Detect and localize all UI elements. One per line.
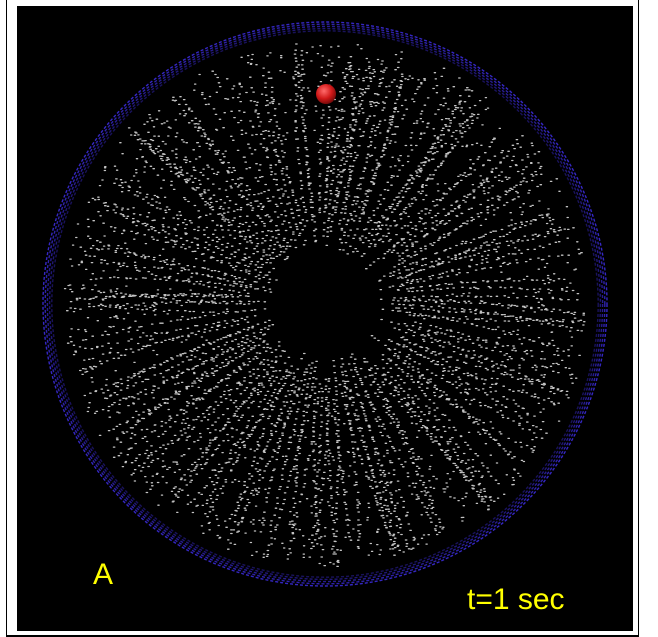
simulation-render (42, 21, 608, 587)
panel-label: A (93, 558, 114, 591)
boundary-ring-strand (51, 30, 599, 578)
boundary-ring-strand (44, 23, 606, 585)
particle-dots (63, 43, 586, 568)
time-label: t=1 sec (467, 583, 565, 616)
boundary-ring (42, 21, 608, 587)
boundary-ring-strand (48, 27, 602, 581)
boundary-ring-strand (42, 21, 608, 587)
boundary-ring-strand (46, 25, 604, 583)
right-border-line (638, 0, 639, 637)
red-sphere-marker (316, 84, 336, 104)
left-border-line (6, 0, 7, 637)
particle-field (63, 43, 586, 568)
bottom-border-line (6, 635, 639, 637)
simulation-panel: A t=1 sec (17, 6, 633, 631)
